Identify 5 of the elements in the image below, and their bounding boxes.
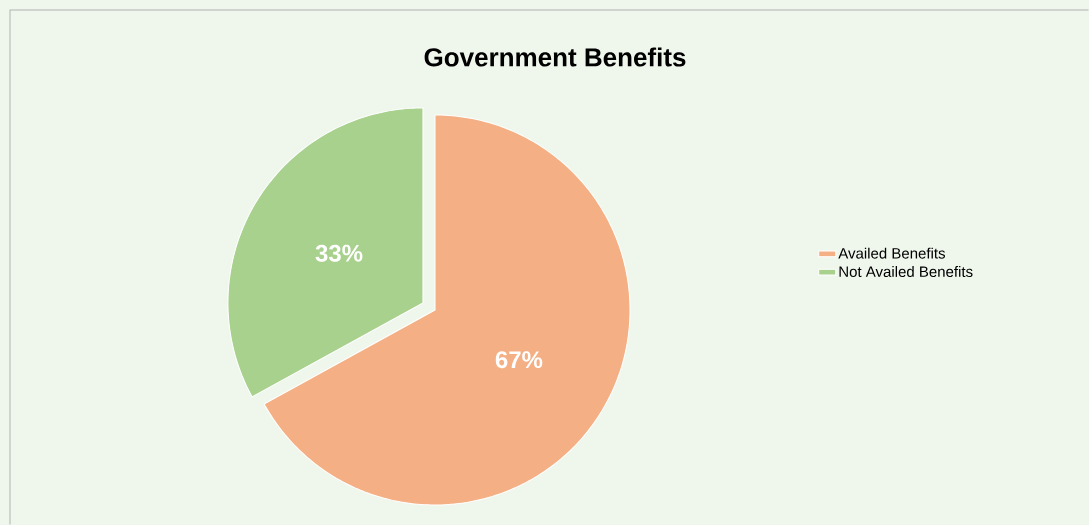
data-label: 33%: [315, 244, 363, 262]
legend-label: Availed Benefits: [838, 247, 945, 259]
legend-label: Not Availed Benefits: [839, 266, 973, 278]
chart-title: Government Benefits: [424, 47, 686, 67]
data-label: 67%: [495, 351, 543, 369]
